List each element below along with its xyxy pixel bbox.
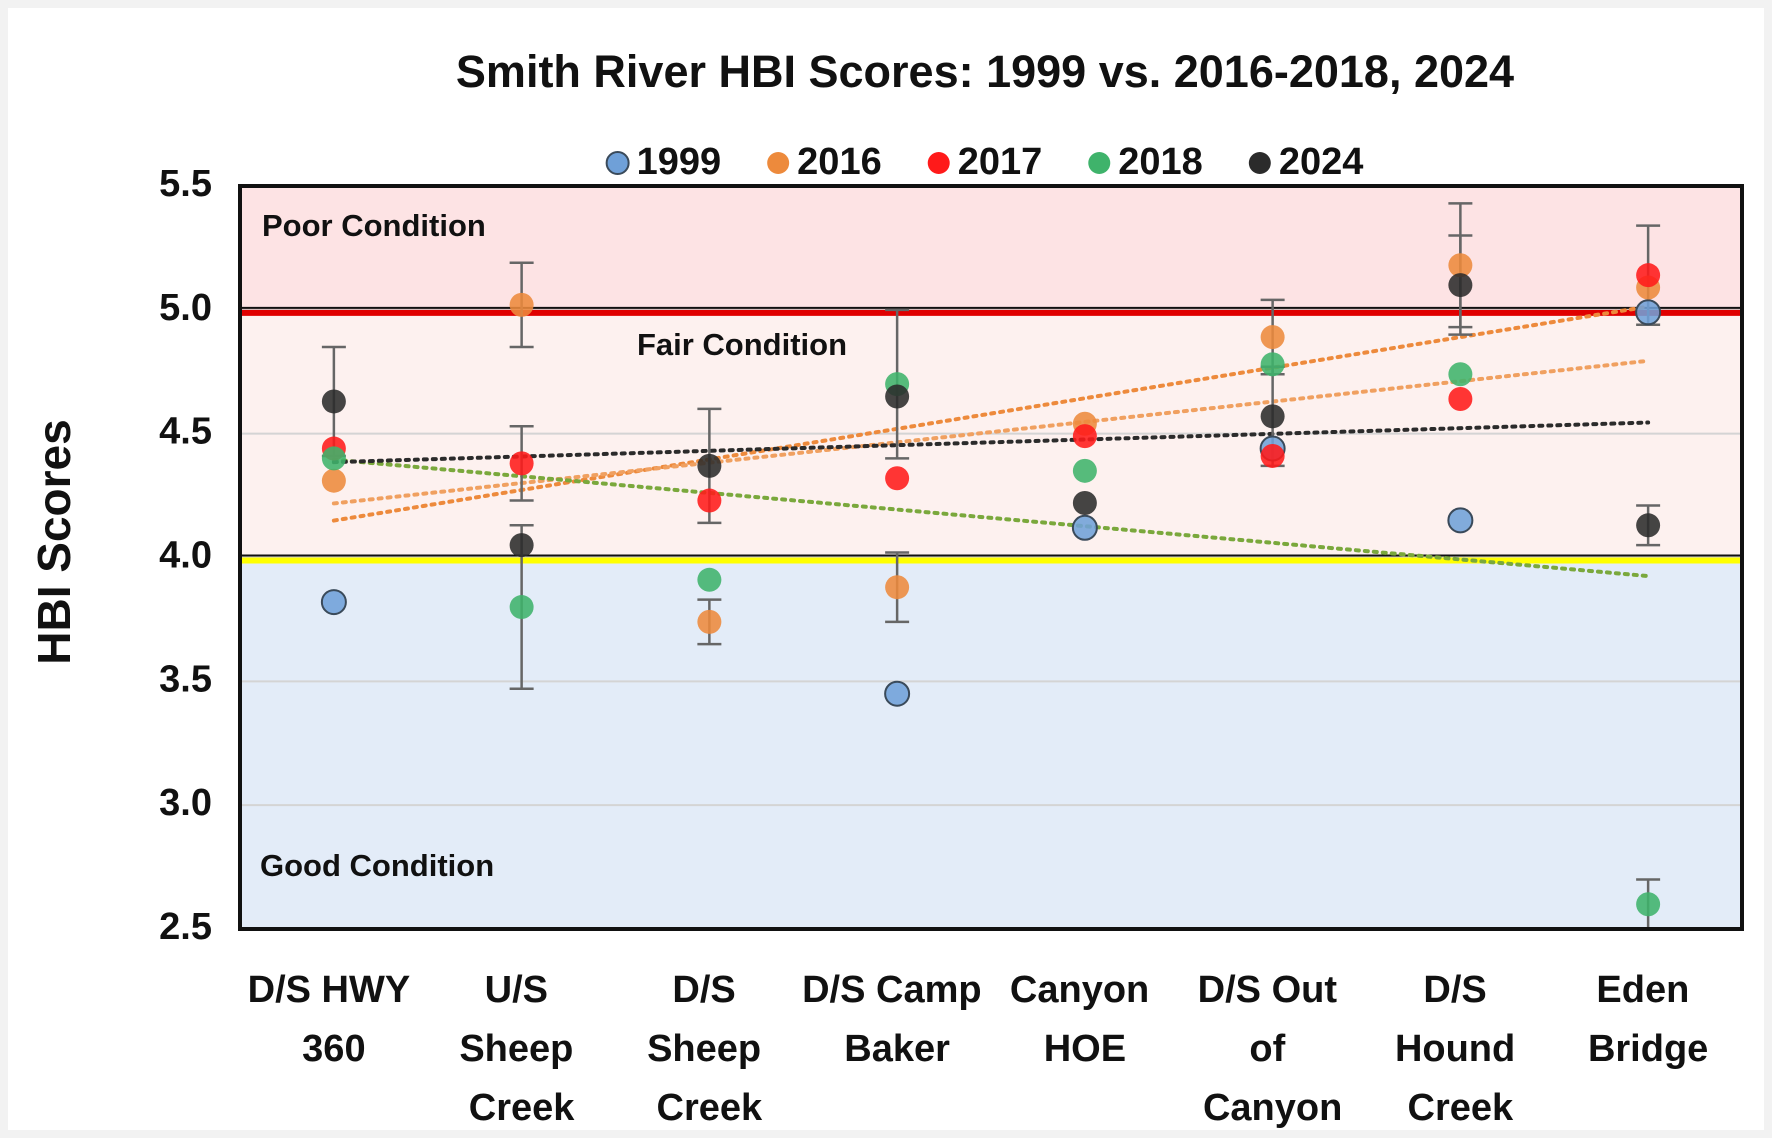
point <box>1260 325 1285 350</box>
point <box>1636 892 1661 917</box>
point <box>1260 443 1285 468</box>
point <box>1448 386 1473 411</box>
legend-marker <box>767 152 790 174</box>
plot-frame <box>238 184 1744 931</box>
point <box>697 488 722 513</box>
point <box>1448 253 1473 278</box>
point <box>697 609 722 634</box>
point <box>321 468 346 493</box>
point <box>697 453 722 478</box>
legend: 1999 2016 2017 2018 2024 <box>605 141 1364 183</box>
point <box>885 384 910 409</box>
y-tick-label: 3.5 <box>159 658 212 700</box>
point <box>1260 352 1285 377</box>
x-tick-label: D/S Out of Canyon <box>1198 969 1348 1129</box>
zone-label: Poor Condition <box>262 208 486 243</box>
point <box>885 466 910 491</box>
x-tick-label: Canyon HOE <box>1010 969 1160 1070</box>
point <box>697 567 722 592</box>
zone-label: Good Condition <box>260 848 494 883</box>
x-tick-label: Eden Bridge <box>1588 969 1708 1070</box>
y-tick-label: 5.5 <box>159 163 212 205</box>
chart-title: Smith River HBI Scores: 1999 vs. 2016-20… <box>456 46 1514 97</box>
point <box>1636 513 1661 538</box>
point <box>1448 362 1473 387</box>
trendline <box>331 457 1651 579</box>
y-axis-label: HBI Scores <box>28 419 80 664</box>
point <box>1071 514 1098 541</box>
y-tick-label: 4.5 <box>159 411 212 453</box>
point <box>1072 491 1097 516</box>
zone <box>240 557 1742 929</box>
y-tick-label: 5.0 <box>159 287 212 329</box>
point <box>509 595 534 620</box>
x-tick-label: D/S Sheep Creek <box>647 969 772 1129</box>
point <box>320 589 347 616</box>
legend-label: 2016 <box>797 141 882 183</box>
point <box>509 292 534 317</box>
point <box>884 680 911 707</box>
point <box>321 389 346 414</box>
zone <box>240 186 1742 310</box>
y-tick-label: 3.0 <box>159 782 212 824</box>
legend-marker <box>605 151 630 175</box>
trendline <box>331 304 1651 523</box>
x-tick-label: U/S Sheep Creek <box>459 969 584 1129</box>
x-tick-label: D/S Camp Baker <box>802 969 992 1070</box>
legend-label: 2018 <box>1118 141 1203 183</box>
point <box>1260 404 1285 429</box>
point <box>1072 424 1097 449</box>
y-tick-label: 2.5 <box>159 906 212 948</box>
zone-label: Fair Condition <box>637 327 847 362</box>
point <box>1072 458 1097 483</box>
legend-label: 2024 <box>1279 141 1364 183</box>
point <box>1448 273 1473 298</box>
y-tick-label: 4.0 <box>159 535 212 577</box>
point <box>885 575 910 600</box>
point <box>321 446 346 471</box>
x-tick-label: D/S HWY 360 <box>248 969 420 1070</box>
legend-marker <box>927 152 950 174</box>
point <box>1635 299 1662 326</box>
x-tick-label: D/S Hound Creek <box>1395 969 1526 1129</box>
trendline <box>331 420 1651 465</box>
point <box>509 451 534 476</box>
legend-marker <box>1088 152 1111 174</box>
legend-label: 2017 <box>958 141 1043 183</box>
legend-label: 1999 <box>637 141 722 183</box>
point <box>1636 263 1661 288</box>
point <box>1447 507 1474 534</box>
legend-marker <box>1248 152 1271 174</box>
point <box>509 533 534 558</box>
